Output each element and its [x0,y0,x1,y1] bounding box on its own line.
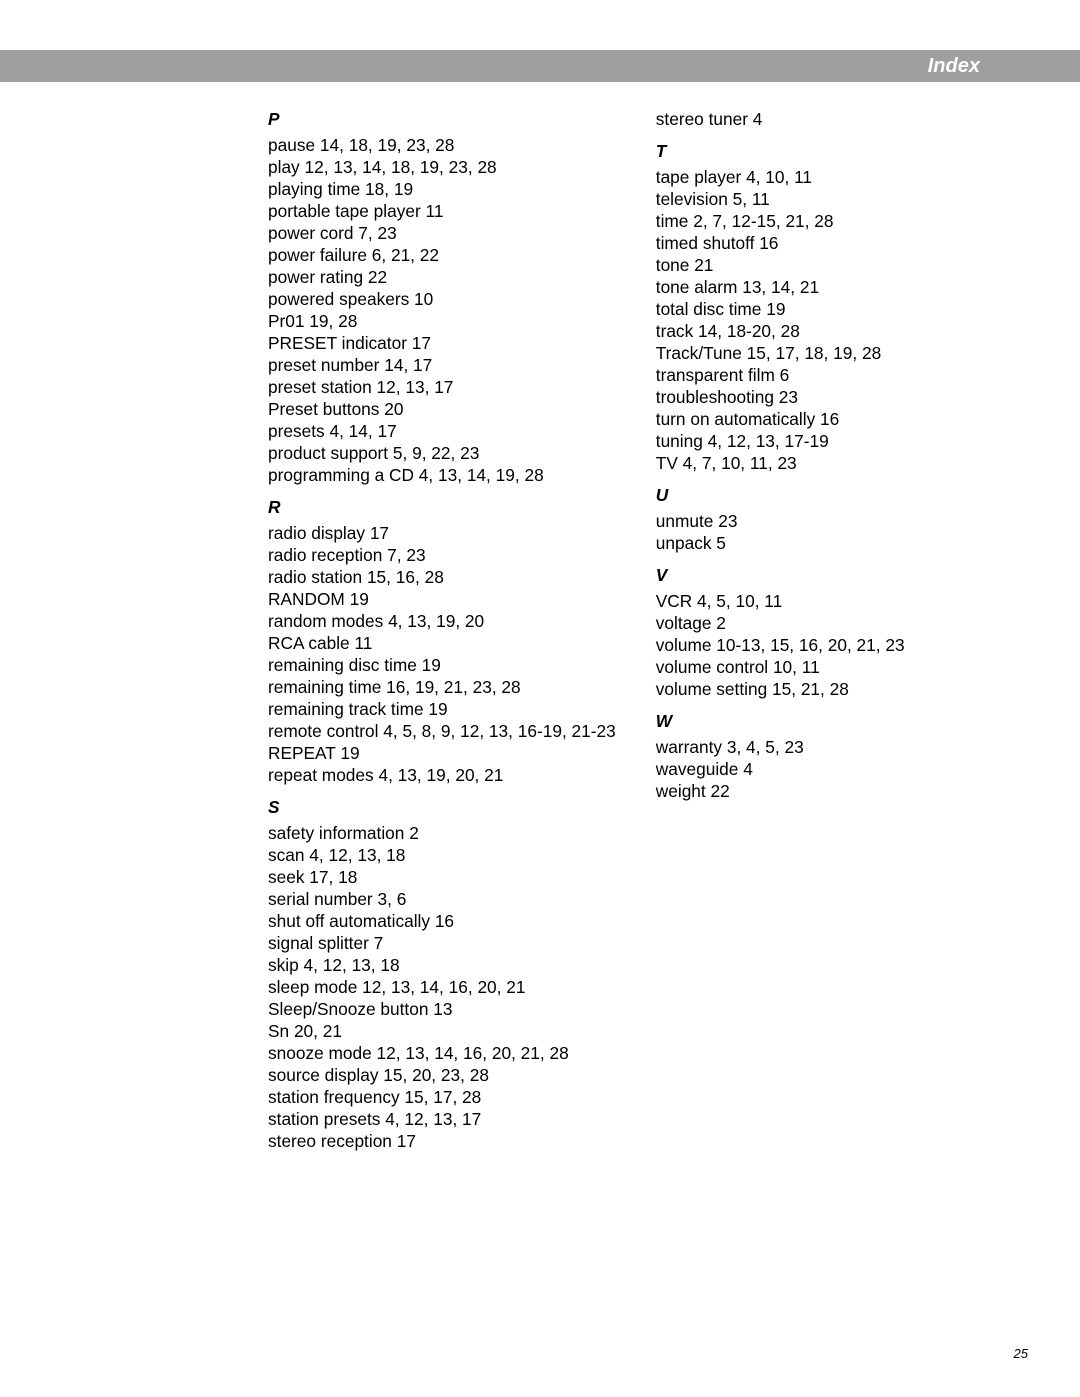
index-entry: Track/Tune 15, 17, 18, 19, 28 [656,342,905,364]
section-heading-v: V [656,564,905,586]
index-entry: power rating 22 [268,266,616,288]
index-entry: preset station 12, 13, 17 [268,376,616,398]
index-entry: TV 4, 7, 10, 11, 23 [656,452,905,474]
index-content: P pause 14, 18, 19, 23, 28 play 12, 13, … [268,108,980,1152]
index-entry: tone 21 [656,254,905,276]
index-entry: stereo reception 17 [268,1130,616,1152]
index-entry: Sleep/Snooze button 13 [268,998,616,1020]
index-entry: serial number 3, 6 [268,888,616,910]
index-entry: weight 22 [656,780,905,802]
index-entry: power failure 6, 21, 22 [268,244,616,266]
section-heading-w: W [656,710,905,732]
index-entry: RANDOM 19 [268,588,616,610]
index-entry: volume 10-13, 15, 16, 20, 21, 23 [656,634,905,656]
index-entry: signal splitter 7 [268,932,616,954]
index-page: Index P pause 14, 18, 19, 23, 28 play 12… [0,0,1080,1397]
index-entry: repeat modes 4, 13, 19, 20, 21 [268,764,616,786]
index-entry: RCA cable 11 [268,632,616,654]
section-heading-s: S [268,796,616,818]
index-column-2: stereo tuner 4 T tape player 4, 10, 11 t… [656,108,905,1152]
index-entry: safety information 2 [268,822,616,844]
index-entry: random modes 4, 13, 19, 20 [268,610,616,632]
index-entry: transparent film 6 [656,364,905,386]
index-entry: unmute 23 [656,510,905,532]
index-entry: volume setting 15, 21, 28 [656,678,905,700]
index-entry: turn on automatically 16 [656,408,905,430]
index-entry: radio reception 7, 23 [268,544,616,566]
index-entry: remaining time 16, 19, 21, 23, 28 [268,676,616,698]
index-entry: total disc time 19 [656,298,905,320]
index-entry: source display 15, 20, 23, 28 [268,1064,616,1086]
index-entry: sleep mode 12, 13, 14, 16, 20, 21 [268,976,616,998]
section-heading-t: T [656,140,905,162]
index-entry: remaining track time 19 [268,698,616,720]
index-entry: remaining disc time 19 [268,654,616,676]
section-heading-u: U [656,484,905,506]
index-entry: timed shutoff 16 [656,232,905,254]
index-entry: programming a CD 4, 13, 14, 19, 28 [268,464,616,486]
index-entry: Preset buttons 20 [268,398,616,420]
index-entry: Sn 20, 21 [268,1020,616,1042]
index-entry: product support 5, 9, 22, 23 [268,442,616,464]
index-entry: power cord 7, 23 [268,222,616,244]
index-entry: powered speakers 10 [268,288,616,310]
index-entry: skip 4, 12, 13, 18 [268,954,616,976]
index-entry: tone alarm 13, 14, 21 [656,276,905,298]
index-entry: radio station 15, 16, 28 [268,566,616,588]
index-entry: play 12, 13, 14, 18, 19, 23, 28 [268,156,616,178]
index-entry: playing time 18, 19 [268,178,616,200]
index-entry: time 2, 7, 12-15, 21, 28 [656,210,905,232]
index-entry: shut off automatically 16 [268,910,616,932]
index-entry: remote control 4, 5, 8, 9, 12, 13, 16-19… [268,720,616,742]
index-entry: presets 4, 14, 17 [268,420,616,442]
page-title: Index [928,55,980,78]
index-entry: tuning 4, 12, 13, 17-19 [656,430,905,452]
index-entry: television 5, 11 [656,188,905,210]
index-entry: warranty 3, 4, 5, 23 [656,736,905,758]
section-heading-r: R [268,496,616,518]
index-entry: volume control 10, 11 [656,656,905,678]
index-entry: station frequency 15, 17, 28 [268,1086,616,1108]
index-entry: VCR 4, 5, 10, 11 [656,590,905,612]
index-entry: portable tape player 11 [268,200,616,222]
index-entry: preset number 14, 17 [268,354,616,376]
index-entry: REPEAT 19 [268,742,616,764]
page-number: 25 [1014,1346,1028,1361]
index-entry: seek 17, 18 [268,866,616,888]
index-entry: pause 14, 18, 19, 23, 28 [268,134,616,156]
index-entry: troubleshooting 23 [656,386,905,408]
index-entry: Pr01 19, 28 [268,310,616,332]
header-band: Index [0,50,1080,82]
section-heading-p: P [268,108,616,130]
index-entry: track 14, 18-20, 28 [656,320,905,342]
index-entry: voltage 2 [656,612,905,634]
index-entry: scan 4, 12, 13, 18 [268,844,616,866]
index-entry: radio display 17 [268,522,616,544]
index-entry: PRESET indicator 17 [268,332,616,354]
index-entry: snooze mode 12, 13, 14, 16, 20, 21, 28 [268,1042,616,1064]
index-entry: station presets 4, 12, 13, 17 [268,1108,616,1130]
index-column-1: P pause 14, 18, 19, 23, 28 play 12, 13, … [268,108,616,1152]
index-entry: stereo tuner 4 [656,108,905,130]
index-entry: waveguide 4 [656,758,905,780]
index-entry: unpack 5 [656,532,905,554]
index-entry: tape player 4, 10, 11 [656,166,905,188]
